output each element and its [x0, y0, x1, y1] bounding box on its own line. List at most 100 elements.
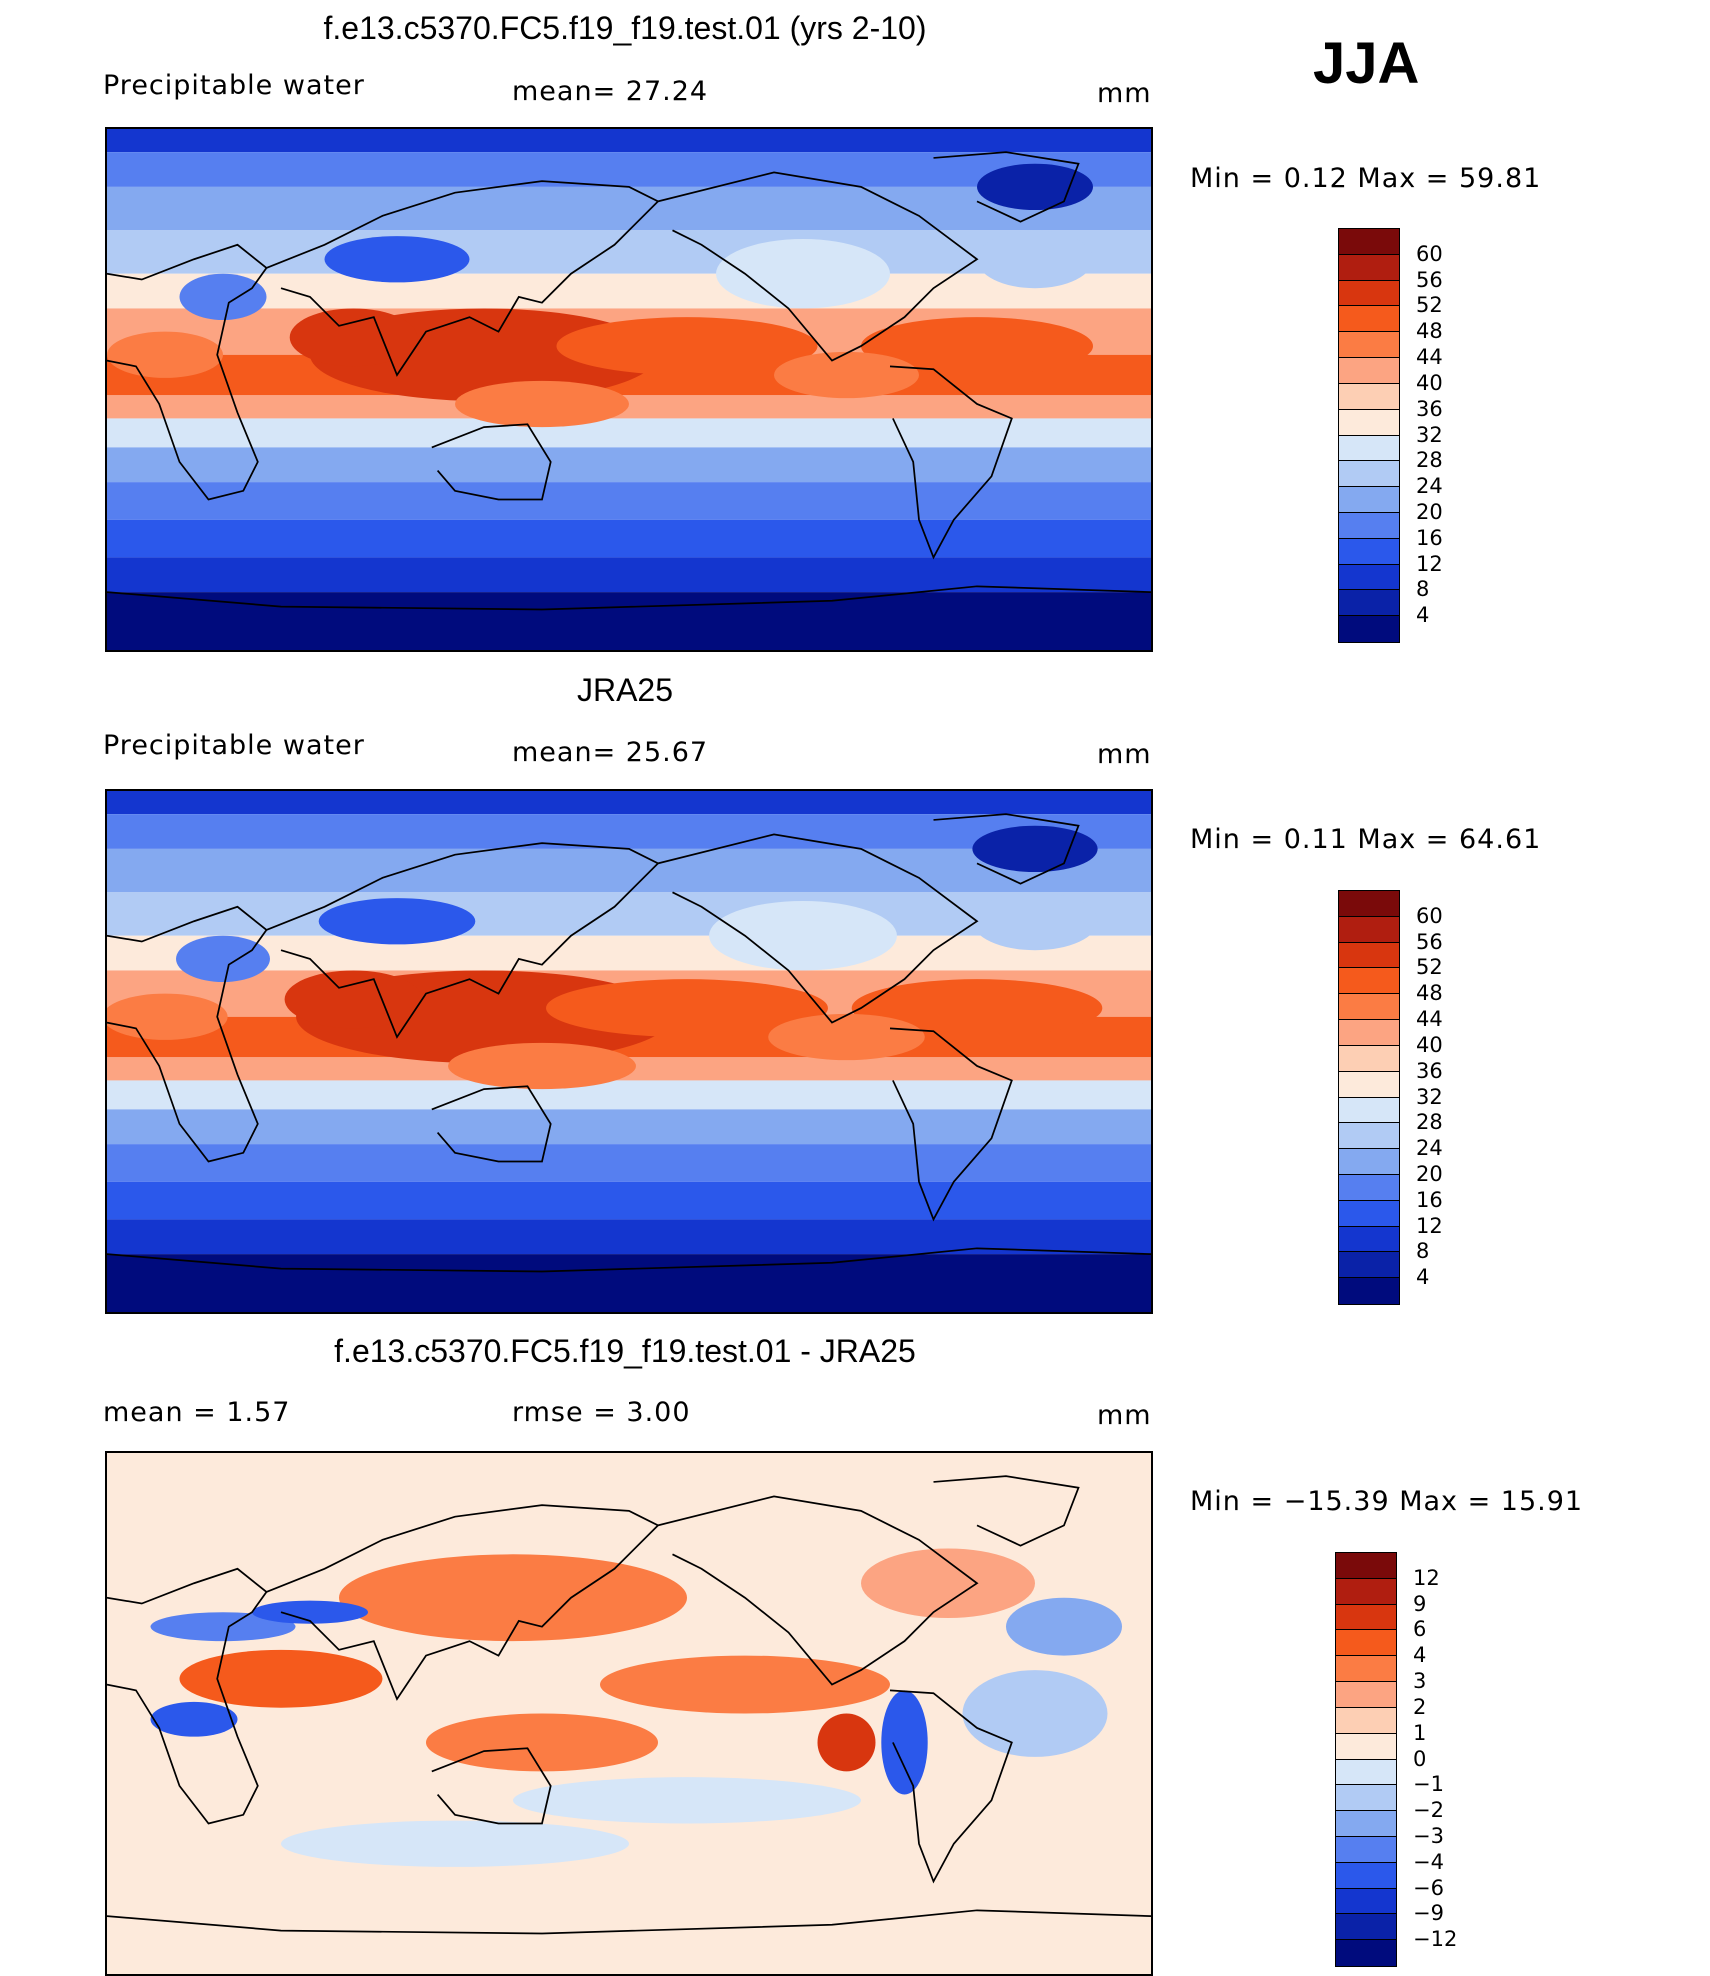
colorbar-tick-label: 32 [1416, 423, 1443, 447]
colorbar-swatch [1339, 1046, 1399, 1072]
colorbar-tick-label: 0 [1413, 1747, 1426, 1771]
colorbar-tick-label: 6 [1413, 1617, 1426, 1641]
colorbar-swatch [1339, 410, 1399, 436]
colorbar-swatch [1339, 1252, 1399, 1278]
colorbar-swatch [1336, 1760, 1396, 1786]
colorbar-swatch [1339, 487, 1399, 513]
colorbar-tick-label: 20 [1416, 500, 1443, 524]
panel-1-variable-label: Precipitable water [103, 70, 365, 101]
panel-1-colorbar [1338, 228, 1400, 643]
colorbar-tick-label: 48 [1416, 319, 1443, 343]
colorbar-swatch [1339, 1227, 1399, 1253]
colorbar-swatch [1339, 1123, 1399, 1149]
colorbar-swatch [1339, 590, 1399, 616]
panel-3-title: f.e13.c5370.FC5.f19_f19.test.01 - JRA25 [100, 1333, 1150, 1370]
panel-2-units: mm [1097, 739, 1152, 770]
panel-3-colorbar [1335, 1552, 1397, 1967]
colorbar-tick-label: 40 [1416, 1033, 1443, 1057]
panel-1-map [105, 127, 1153, 652]
colorbar-swatch [1339, 332, 1399, 358]
colorbar-tick-label: 48 [1416, 981, 1443, 1005]
colorbar-tick-label: 4 [1416, 1265, 1429, 1289]
panel-3-units: mm [1097, 1400, 1152, 1431]
panel-1-units: mm [1097, 78, 1152, 109]
colorbar-swatch [1336, 1863, 1396, 1889]
colorbar-tick-label: −3 [1413, 1824, 1444, 1848]
colorbar-swatch [1339, 994, 1399, 1020]
colorbar-tick-label: 12 [1416, 552, 1443, 576]
colorbar-swatch [1336, 1579, 1396, 1605]
panel-2-map [105, 789, 1153, 1314]
colorbar-swatch [1339, 229, 1399, 255]
colorbar-swatch [1339, 539, 1399, 565]
colorbar-tick-label: −9 [1413, 1901, 1444, 1925]
colorbar-swatch [1339, 1072, 1399, 1098]
colorbar-swatch [1336, 1630, 1396, 1656]
colorbar-tick-label: 1 [1413, 1721, 1426, 1745]
colorbar-swatch [1336, 1734, 1396, 1760]
colorbar-tick-label: 16 [1416, 1188, 1443, 1212]
colorbar-tick-label: 3 [1413, 1669, 1426, 1693]
season-label: JJA [1313, 30, 1419, 97]
colorbar-tick-label: 32 [1416, 1085, 1443, 1109]
colorbar-tick-label: 36 [1416, 397, 1443, 421]
colorbar-swatch [1336, 1605, 1396, 1631]
panel-2-mean-label: mean= 25.67 [512, 737, 708, 768]
colorbar-tick-label: 56 [1416, 930, 1443, 954]
colorbar-swatch [1339, 968, 1399, 994]
colorbar-swatch [1336, 1682, 1396, 1708]
colorbar-swatch [1339, 513, 1399, 539]
colorbar-swatch [1339, 384, 1399, 410]
colorbar-tick-label: 28 [1416, 448, 1443, 472]
colorbar-tick-label: 9 [1413, 1592, 1426, 1616]
panel-2-title: JRA25 [100, 672, 1150, 709]
colorbar-tick-label: 56 [1416, 268, 1443, 292]
panel-2-minmax: Min = 0.11 Max = 64.61 [1190, 824, 1541, 855]
colorbar-swatch [1336, 1553, 1396, 1579]
colorbar-swatch [1336, 1656, 1396, 1682]
colorbar-swatch [1336, 1811, 1396, 1837]
colorbar-tick-label: 20 [1416, 1162, 1443, 1186]
colorbar-tick-label: −1 [1413, 1772, 1444, 1796]
colorbar-swatch [1339, 1149, 1399, 1175]
colorbar-tick-label: −6 [1413, 1876, 1444, 1900]
colorbar-tick-label: 60 [1416, 242, 1443, 266]
colorbar-swatch [1339, 1098, 1399, 1124]
colorbar-tick-label: 44 [1416, 345, 1443, 369]
colorbar-tick-label: 8 [1416, 1239, 1429, 1263]
colorbar-tick-label: 24 [1416, 1136, 1443, 1160]
colorbar-tick-label: 4 [1413, 1643, 1426, 1667]
panel-2-variable-label: Precipitable water [103, 730, 365, 761]
colorbar-tick-label: 52 [1416, 293, 1443, 317]
colorbar-tick-label: 28 [1416, 1110, 1443, 1134]
panel-2-colorbar [1338, 890, 1400, 1305]
colorbar-swatch [1339, 436, 1399, 462]
colorbar-swatch [1339, 891, 1399, 917]
colorbar-swatch [1336, 1837, 1396, 1863]
colorbar-tick-label: 24 [1416, 474, 1443, 498]
colorbar-swatch [1339, 1020, 1399, 1046]
colorbar-tick-label: 44 [1416, 1007, 1443, 1031]
colorbar-tick-label: −12 [1413, 1927, 1457, 1951]
colorbar-swatch [1339, 461, 1399, 487]
colorbar-tick-label: 60 [1416, 904, 1443, 928]
colorbar-tick-label: 16 [1416, 526, 1443, 550]
panel-3-rmse-label: rmse = 3.00 [512, 1397, 691, 1428]
colorbar-swatch [1339, 917, 1399, 943]
colorbar-swatch [1339, 943, 1399, 969]
colorbar-swatch [1336, 1708, 1396, 1734]
colorbar-swatch [1339, 1278, 1399, 1304]
colorbar-swatch [1339, 616, 1399, 642]
colorbar-swatch [1336, 1889, 1396, 1915]
colorbar-swatch [1339, 1201, 1399, 1227]
colorbar-swatch [1339, 358, 1399, 384]
colorbar-tick-label: 40 [1416, 371, 1443, 395]
panel-3-mean-label: mean = 1.57 [103, 1397, 290, 1428]
panel-1-minmax: Min = 0.12 Max = 59.81 [1190, 163, 1541, 194]
colorbar-swatch [1339, 565, 1399, 591]
colorbar-swatch [1336, 1785, 1396, 1811]
colorbar-swatch [1339, 281, 1399, 307]
colorbar-tick-label: −2 [1413, 1798, 1444, 1822]
colorbar-swatch [1336, 1940, 1396, 1966]
panel-1-mean-label: mean= 27.24 [512, 76, 708, 107]
